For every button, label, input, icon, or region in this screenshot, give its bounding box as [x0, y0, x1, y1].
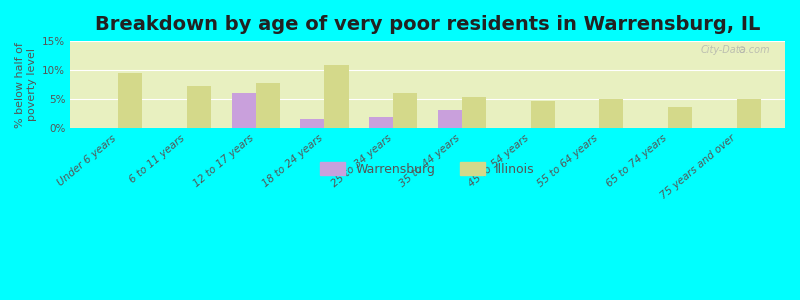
Text: ⊙: ⊙: [738, 45, 746, 55]
Text: City-Data.com: City-Data.com: [701, 45, 770, 55]
Legend: Warrensburg, Illinois: Warrensburg, Illinois: [315, 158, 540, 181]
Title: Breakdown by age of very poor residents in Warrensburg, IL: Breakdown by age of very poor residents …: [95, 15, 760, 34]
Y-axis label: % below half of
poverty level: % below half of poverty level: [15, 42, 37, 128]
Bar: [394, 93, 418, 128]
Bar: [256, 83, 280, 128]
Bar: [599, 99, 623, 128]
Bar: [232, 93, 256, 128]
Bar: [530, 101, 554, 128]
Bar: [325, 65, 349, 128]
Bar: [438, 110, 462, 128]
Bar: [187, 86, 211, 128]
Bar: [737, 99, 761, 128]
Bar: [668, 107, 692, 128]
Bar: [369, 117, 394, 128]
Bar: [118, 73, 142, 128]
Bar: [462, 98, 486, 128]
Bar: [301, 119, 325, 128]
